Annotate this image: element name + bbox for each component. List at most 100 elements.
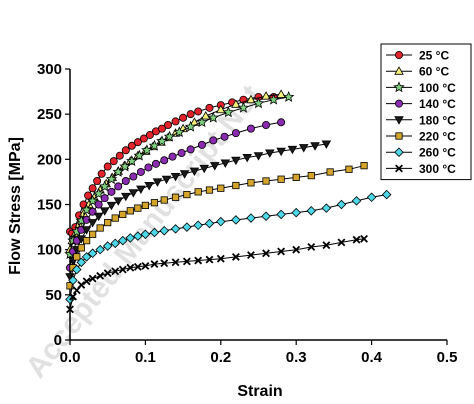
data-point [77,280,86,289]
data-point [82,277,91,286]
data-point [277,175,285,183]
y-tick-label: 0 [54,332,62,349]
data-point [68,275,78,286]
data-point [77,244,85,252]
data-point [136,185,146,195]
data-point [88,184,97,193]
data-point [217,184,225,192]
data-point [96,224,104,232]
data-point [209,162,220,171]
data-point [96,271,105,280]
data-point [381,189,392,200]
data-point [163,130,176,142]
data-point [66,305,74,314]
legend-label: 300 °C [419,162,456,176]
data-point [231,156,241,166]
y-tick-label: 300 [37,61,62,78]
data-point [298,144,309,153]
data-point [196,116,208,128]
data-point [150,199,159,207]
legend-marker [393,81,405,93]
data-point [177,149,186,158]
data-point [121,146,130,155]
data-point [277,118,286,127]
data-point [171,258,180,267]
data-point [262,249,270,258]
data-point [189,167,200,176]
data-point [126,207,134,215]
data-point [113,197,124,206]
data-point [86,194,99,206]
legend: 25 °C 60 °C 100 °C 140 °C 180 °C 220 °C 260 °C… [380,43,472,181]
data-point [310,142,320,151]
data-point [276,89,286,98]
x-tick-label: 0.3 [286,349,307,366]
data-point [184,120,197,132]
data-point [246,94,256,104]
series-7 [66,234,368,314]
data-point [126,263,135,272]
x-axis-title: Strain [237,383,282,400]
data-point [360,234,368,243]
data-point [352,235,361,244]
data-point [277,247,286,256]
data-point [152,178,163,187]
data-point [160,196,168,204]
data-point [105,173,118,185]
data-point [136,167,145,176]
legend-label: 220 °C [419,130,456,144]
data-point [209,136,218,145]
data-point [246,124,255,133]
data-point [182,257,191,266]
data-point [171,193,180,201]
data-point [170,172,181,182]
data-point [205,255,214,264]
data-point [199,164,210,174]
x-tick-label: 0.5 [437,349,458,366]
data-point [182,222,192,232]
data-point [82,237,91,245]
legend-label: 100 °C [419,81,456,95]
data-point [81,226,92,235]
data-point [127,141,136,150]
data-point [262,177,270,185]
data-point [220,159,231,168]
data-point [156,135,168,147]
data-point [247,179,255,187]
data-point [84,191,93,200]
data-point [160,156,169,165]
data-point [231,99,241,108]
data-point [204,218,215,229]
data-point [99,207,110,216]
data-point [100,194,109,203]
data-point [222,106,235,118]
data-point [197,140,206,149]
data-point [104,218,112,227]
data-point [133,138,142,147]
data-point [366,192,377,203]
data-point [307,171,315,180]
legend-box [380,43,472,181]
data-point [119,210,127,219]
data-point [292,173,300,181]
data-point [360,162,368,170]
y-tick-label: 50 [45,287,62,304]
data-point [97,169,106,178]
data-point [291,207,301,218]
data-point [326,168,334,176]
data-point [151,159,160,168]
data-point [87,219,98,228]
data-point [76,257,87,268]
data-point [157,124,166,133]
data-point [345,165,353,173]
data-point [89,230,97,238]
y-axis-title: Flow Stress [MPa] [7,137,24,275]
data-point [237,101,250,113]
legend-marker [395,132,403,140]
legend-marker [395,164,403,173]
legend-label: 60 °C [419,65,449,79]
data-point [216,104,226,114]
data-point [149,227,160,238]
data-point [159,225,170,236]
